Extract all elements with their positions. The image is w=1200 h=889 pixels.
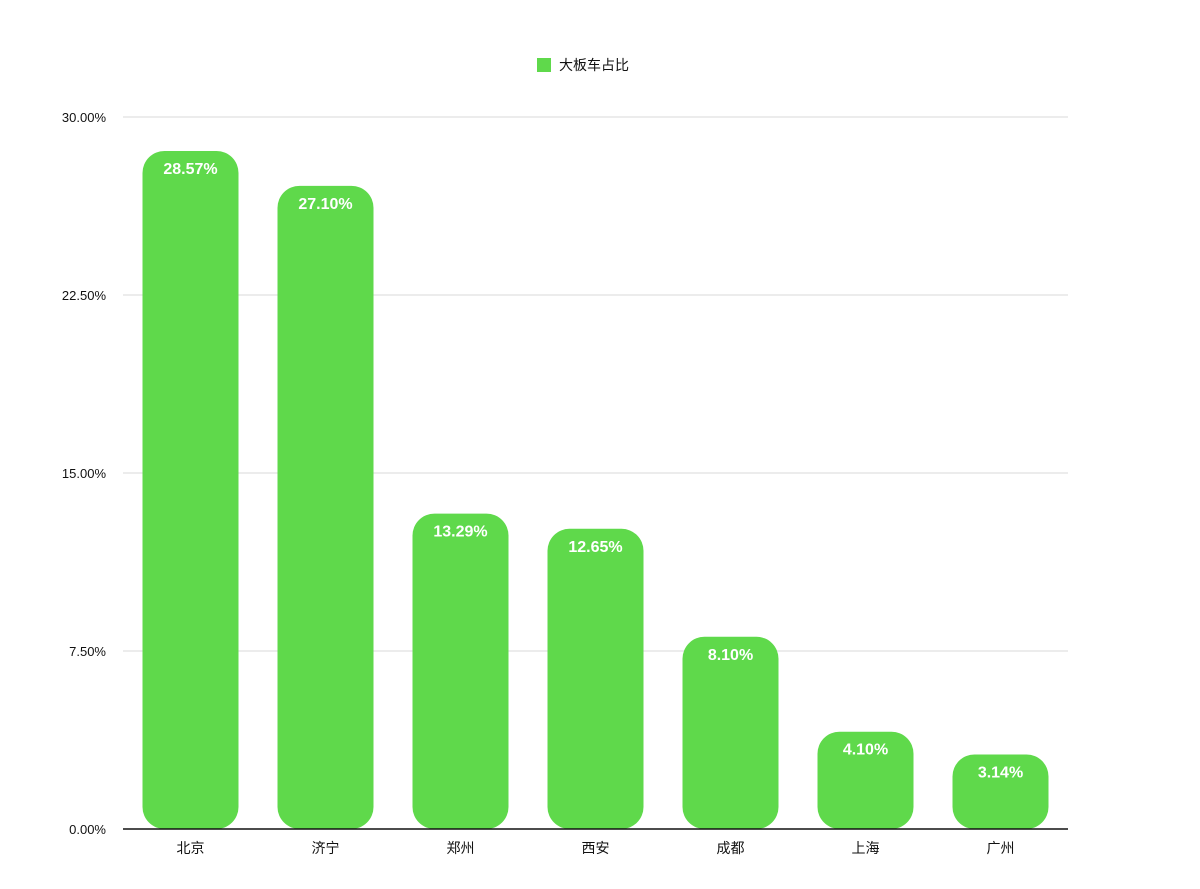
x-tick-label: 广州 xyxy=(987,841,1015,857)
y-axis-ticks: 0.00% 7.50% 15.00% 22.50% 30.00% xyxy=(62,110,107,837)
legend-swatch xyxy=(537,58,551,72)
y-tick-label: 0.00% xyxy=(69,822,106,837)
x-axis: 北京 济宁 郑州 西安 成都 上海 广州 xyxy=(123,828,1068,857)
y-tick-label: 22.50% xyxy=(62,288,107,303)
x-tick-label: 上海 xyxy=(852,841,880,857)
bar xyxy=(952,754,1049,829)
bar-value-label: 27.10% xyxy=(298,196,352,213)
bar-value-label: 3.14% xyxy=(978,764,1023,781)
bar xyxy=(412,513,509,829)
x-tick-label: 西安 xyxy=(582,841,610,857)
y-tick-label: 7.50% xyxy=(69,644,106,659)
bar xyxy=(277,185,374,829)
y-tick-label: 15.00% xyxy=(62,466,107,481)
bars: 28.57% 27.10% 13.29% 12.65% 8.10% 4.10% 3.14% xyxy=(142,150,1049,829)
bar-value-label: 13.29% xyxy=(433,524,487,541)
legend-label: 大板车占比 xyxy=(559,57,629,74)
x-tick-label: 北京 xyxy=(177,841,205,857)
x-tick-label: 济宁 xyxy=(312,840,340,857)
bar xyxy=(142,150,239,829)
bar-value-label: 4.10% xyxy=(843,742,888,759)
bar xyxy=(817,731,914,829)
bar-value-label: 8.10% xyxy=(708,647,753,664)
bar xyxy=(547,528,644,829)
x-tick-label: 成都 xyxy=(717,841,745,857)
bar xyxy=(682,636,779,829)
x-tick-label: 郑州 xyxy=(447,841,475,857)
bar-value-label: 12.65% xyxy=(568,539,622,556)
y-tick-label: 30.00% xyxy=(62,110,107,125)
legend: 大板车占比 xyxy=(537,57,629,74)
bar-value-label: 28.57% xyxy=(163,161,217,178)
